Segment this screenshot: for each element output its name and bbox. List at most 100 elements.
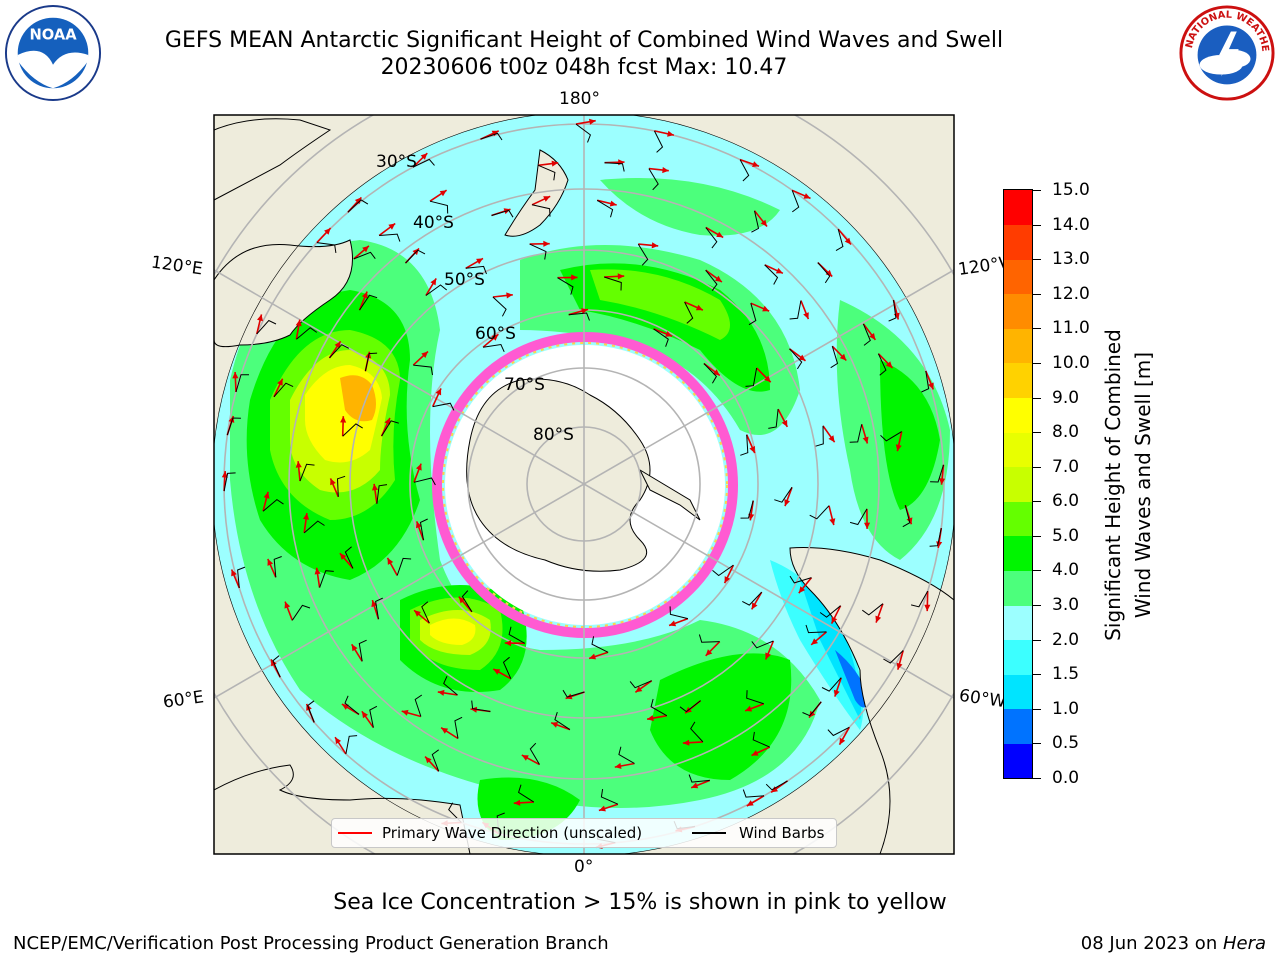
wind-barb — [835, 228, 844, 252]
wave-direction-arrowhead — [354, 197, 362, 205]
colorbar-tick-label: 6.0 — [1052, 491, 1080, 511]
wind-barb — [883, 650, 904, 664]
wind-barb — [712, 564, 734, 577]
wind-barb — [789, 348, 803, 370]
wind-barb — [491, 209, 514, 218]
wind-barb — [296, 327, 318, 340]
wave-direction-arrowhead — [295, 319, 302, 327]
wind-barb — [237, 566, 246, 588]
colorbar-tick — [1033, 363, 1041, 364]
wind-barb — [765, 780, 788, 791]
wind-barb — [600, 789, 619, 805]
colorbar-tick — [1033, 259, 1041, 260]
wind-barb — [789, 300, 802, 320]
lat-label-70s: 70°S — [504, 375, 545, 395]
wind-barb — [591, 636, 609, 653]
colorbar-tick — [1033, 225, 1041, 226]
wave-direction-arrowhead — [493, 669, 501, 675]
wind-barb — [748, 303, 757, 326]
wind-barb — [604, 276, 622, 291]
wave-direction-arrowhead — [284, 601, 291, 609]
wind-barb — [751, 640, 774, 649]
wind-barb — [746, 690, 764, 705]
lat-label-80s: 80°S — [533, 425, 574, 445]
wind-barb — [789, 575, 812, 584]
wave-direction-arrowhead — [667, 130, 674, 137]
wind-barb — [273, 556, 282, 578]
wave-direction-arrowhead — [833, 689, 840, 697]
wave-direction-arrowhead — [416, 521, 422, 529]
wave-direction-arrowhead — [705, 649, 713, 656]
wind-barb — [461, 590, 473, 613]
wind-barb — [307, 700, 315, 723]
wind-barb — [316, 242, 337, 253]
chart-title: GEFS MEAN Antarctic Significant Height o… — [164, 28, 1004, 53]
colorbar-tick — [1033, 674, 1041, 675]
wave-direction-arrowhead — [715, 275, 722, 282]
wind-barb — [819, 605, 841, 618]
colorbar-segment — [1004, 535, 1032, 571]
wind-barb — [752, 731, 770, 748]
colorbar-segment — [1004, 674, 1032, 710]
wind-barb — [930, 464, 944, 483]
wave-direction-arrowhead — [372, 483, 378, 491]
colorbar-segment — [1004, 397, 1032, 433]
wind-barb — [421, 601, 430, 624]
wave-direction-arrowhead — [303, 513, 310, 520]
wind-barb — [596, 199, 614, 218]
footer-host: Hera — [1222, 933, 1266, 954]
wind-barb — [379, 233, 401, 242]
wave-direction-arrowhead — [647, 715, 654, 722]
wind-barb — [688, 774, 710, 783]
wave-direction-arrowhead — [361, 711, 368, 719]
wind-barb — [562, 689, 585, 698]
wave-direction-arrowhead — [862, 436, 869, 444]
wind-barbs-swatch — [692, 832, 726, 834]
wind-barb — [381, 420, 399, 437]
wind-barb — [705, 269, 718, 291]
wave-direction-arrowhead — [724, 576, 731, 584]
colorbar-title-line1: Significant Height of Combined — [1101, 329, 1125, 641]
colorbar-tick-label: 0.5 — [1052, 733, 1080, 753]
wind-barb — [432, 402, 455, 411]
wind-barb — [740, 500, 754, 519]
wave-direction-arrowhead — [775, 267, 783, 274]
wave-direction-arrowhead — [387, 557, 394, 565]
wind-barb — [405, 249, 426, 264]
wind-barb — [342, 423, 363, 437]
wind-barb — [413, 477, 436, 486]
wind-barb — [419, 518, 428, 541]
wind-barb — [862, 603, 884, 616]
colorbar-tick — [1033, 467, 1041, 468]
wave-direction-arrowhead — [351, 644, 358, 652]
lon-label-0: 0° — [574, 857, 594, 877]
colorbar-tick — [1033, 190, 1041, 191]
wave-direction-arrowhead — [430, 278, 437, 286]
lon-label-180: 180° — [559, 89, 600, 109]
wave-direction-arrowhead — [295, 461, 302, 468]
wind-barb — [529, 742, 540, 765]
wind-barb — [336, 475, 346, 497]
wave-direction-arrowhead — [682, 739, 690, 746]
wave-direction-arrowhead — [803, 193, 811, 199]
wave-direction-arrowhead — [751, 602, 758, 610]
wind-barb — [817, 262, 831, 284]
wave-direction-arrowhead — [864, 522, 871, 529]
wave-direction-arrowhead — [869, 333, 876, 340]
colorbar-tick-label: 1.0 — [1052, 699, 1080, 719]
lat-label-30s: 30°S — [376, 152, 417, 172]
wave-direction-arrowhead — [543, 240, 550, 247]
wind-barb — [344, 546, 354, 569]
wave-direction-arrowhead — [662, 167, 669, 174]
colorbar-tick — [1033, 778, 1041, 779]
wind-barb — [465, 265, 487, 275]
wave-direction-arrowhead — [784, 499, 790, 507]
wave-direction-arrowhead — [762, 305, 770, 312]
colorbar-segment — [1004, 362, 1032, 399]
wind-barb — [262, 498, 284, 512]
wind-barb — [921, 370, 930, 393]
wave-direction-arrowhead — [839, 353, 847, 361]
vector-layer — [221, 118, 946, 849]
colorbar-tick-label: 10.0 — [1052, 353, 1090, 373]
colorbar-segment — [1004, 190, 1032, 226]
